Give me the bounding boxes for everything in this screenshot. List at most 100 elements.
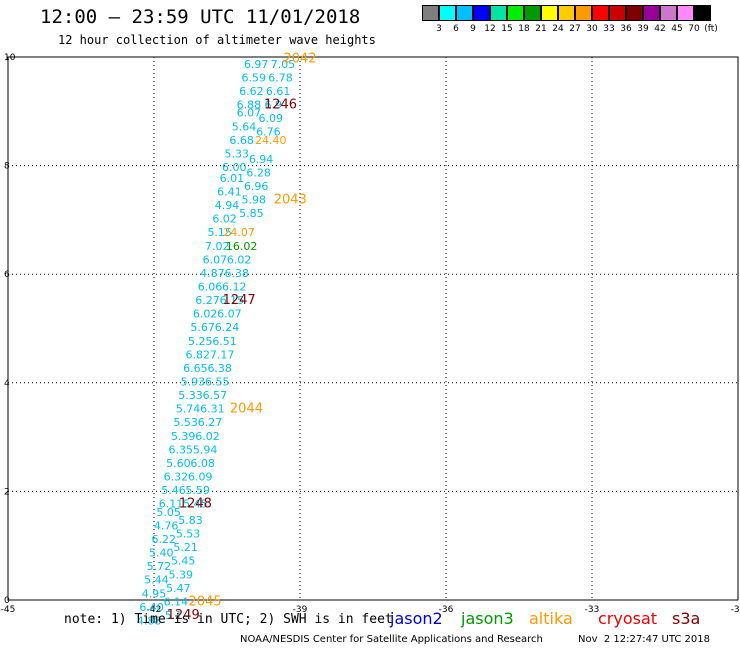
wave-height-label: 6.88 (237, 99, 262, 112)
wave-height-label: 6.78 (268, 71, 293, 84)
wave-height-label: 7.17 (210, 348, 235, 361)
legend-item-altika: altika (529, 609, 573, 628)
wave-height-label: 6.57 (203, 389, 228, 402)
chart-title: 12:00 – 23:59 UTC 11/01/2018 (40, 6, 361, 28)
footer-credit: NOAA/NESDIS Center for Satellite Applica… (240, 634, 543, 645)
wave-height-label: 5.64 (232, 120, 257, 133)
pass-time-label: 1248 (179, 497, 212, 512)
color-scale-label: 30 (586, 24, 598, 34)
wave-height-label: 6.02 (212, 213, 237, 226)
wave-height-label: 6.02 (227, 253, 252, 266)
color-scale-swatch (541, 5, 558, 21)
wave-height-label: 6.09 (259, 112, 284, 125)
color-scale-label: 9 (470, 24, 476, 34)
wave-height-label: 5.93 (181, 376, 206, 389)
wave-height-label: 5.1 (165, 609, 183, 622)
x-tick-label: -33 (585, 605, 600, 615)
wave-height-label: 6.38 (224, 267, 249, 280)
footer-note: note: 1) Time is in UTC; 2) SWH is in fe… (64, 612, 393, 627)
wave-height-label: 5.83 (178, 514, 203, 527)
wave-height-label: 6.9 (264, 99, 282, 112)
wave-height-label: 5.74 (176, 403, 201, 416)
x-tick-label: -39 (293, 605, 308, 615)
color-scale-swatch (439, 5, 456, 21)
pass-time-label: 2044 (230, 402, 263, 417)
y-tick-label: 10 (4, 53, 16, 63)
wave-height-label: 6.11 (159, 498, 184, 511)
wave-height-label: 5.21 (173, 541, 198, 554)
wave-height-label: 6.15 (220, 294, 245, 307)
wave-height-label: 6.62 (239, 85, 264, 98)
wave-height-label: 5.25 (188, 335, 213, 348)
color-scale-swatch (694, 5, 711, 21)
wave-height-label: 6.09 (188, 471, 213, 484)
wave-height-label: 5.47 (166, 582, 191, 595)
pass-time-label: 2045 (189, 594, 222, 609)
color-scale-label: 3 (436, 24, 442, 34)
legend-item-jason3: jason3 (461, 609, 514, 628)
wave-height-label: 6.59 (242, 71, 267, 84)
wave-height-label: 6.97 (244, 58, 269, 71)
wave-height-label: 5.05 (156, 506, 181, 519)
wave-height-label: 5.45 (183, 498, 208, 511)
wave-height-label: 6.65 (183, 362, 208, 375)
wave-height-label: 5.85 (239, 207, 264, 220)
color-scale-swatch (507, 5, 524, 21)
wave-height-label: 6.76 (256, 126, 281, 139)
wave-height-label: 6.06 (198, 280, 223, 293)
x-tick-label: -36 (439, 605, 454, 615)
wave-height-label: 5.33 (224, 147, 249, 160)
wave-height-label: 5.44 (144, 574, 169, 587)
color-scale-label: (ft) (704, 24, 718, 34)
pass-time-label: 2042 (283, 51, 316, 66)
color-scale-label: 24 (552, 24, 564, 34)
wave-height-label: 6.07 (237, 107, 262, 120)
wave-height-label: 16.02 (226, 240, 258, 253)
color-scale-swatch (626, 5, 643, 21)
wave-height-label: 5.45 (171, 555, 196, 568)
color-scale-swatch (660, 5, 677, 21)
color-scale-swatch (609, 5, 626, 21)
wave-height-label: 6.00 (222, 161, 247, 174)
y-tick-label: 6 (4, 270, 10, 280)
wave-height-label: 5.72 (147, 560, 172, 573)
legend-item-s3a: s3a (672, 609, 701, 628)
wave-height-label: 5.39 (171, 430, 196, 443)
wave-height-label: 6.31 (200, 403, 225, 416)
wave-height-label: 6.35 (169, 443, 194, 456)
color-scale-label: 42 (654, 24, 666, 34)
pass-time-label: 1246 (264, 98, 297, 113)
color-scale-label: 27 (569, 24, 581, 34)
color-scale-label: 21 (535, 24, 547, 34)
y-tick-label: 8 (4, 162, 10, 172)
wave-height-label: 4.87 (200, 267, 225, 280)
wave-height-label: 6.12 (222, 280, 247, 293)
wave-height-label: 6.38 (207, 362, 232, 375)
color-scale-label: 33 (603, 24, 615, 34)
wave-height-label: 6.14 (164, 595, 189, 608)
chart-subtitle: 12 hour collection of altimeter wave hei… (58, 33, 376, 47)
color-scale-swatch (575, 5, 592, 21)
footer-timestamp: Nov 2 12:27:47 UTC 2018 (578, 634, 710, 645)
pass-time-label: 1247 (223, 293, 256, 308)
color-scale-label: 39 (637, 24, 649, 34)
wave-height-label: 6.01 (220, 172, 245, 185)
wave-height-label: 5.40 (149, 547, 174, 560)
wave-height-label: 5.59 (186, 484, 211, 497)
color-scale-label: 6 (453, 24, 459, 34)
wave-height-label: 6.07 (217, 308, 242, 321)
wave-height-label: 6.08 (190, 457, 215, 470)
wave-height-label: 6.24 (215, 321, 240, 334)
wave-height-label: 6.82 (186, 348, 211, 361)
color-scale-label: 15 (501, 24, 513, 34)
color-scale-swatch (490, 5, 507, 21)
wave-height-label: 7.05 (271, 58, 296, 71)
color-scale-swatch (524, 5, 541, 21)
y-tick-label: 2 (4, 487, 10, 497)
color-scale-label: 12 (484, 24, 496, 34)
wave-height-label: 5.15 (207, 226, 232, 239)
x-tick-label: -42 (147, 605, 162, 615)
color-scale-label: 36 (620, 24, 632, 34)
color-scale-swatch (473, 5, 490, 21)
x-tick-label: -30 (731, 605, 740, 615)
